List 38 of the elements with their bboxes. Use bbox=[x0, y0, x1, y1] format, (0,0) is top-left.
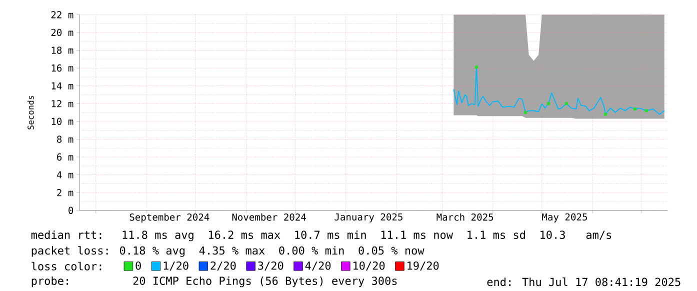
point bbox=[475, 66, 478, 69]
legend-title: loss color: bbox=[32, 262, 102, 271]
line-series bbox=[453, 66, 665, 115]
point bbox=[644, 109, 648, 112]
y-tick-label: 4 m bbox=[56, 171, 74, 178]
x-tick-label: January 2025 bbox=[334, 214, 402, 223]
y-tick-label: 22 m bbox=[51, 11, 74, 18]
point bbox=[564, 102, 568, 106]
y-tick-label: 0 bbox=[68, 206, 74, 214]
point bbox=[524, 111, 527, 114]
text: median rtt: 11.8 ms avg 16.2 ms max 10.7 ms min 11.1 ms now 1.1 ms sd 10.3 am/s bbox=[31, 230, 612, 242]
legend-label: 1/20 bbox=[164, 262, 188, 271]
legend-label: 3/20 bbox=[258, 262, 284, 271]
legend-label: 2/20 bbox=[210, 262, 236, 271]
point bbox=[604, 113, 608, 116]
legend-label: 10/20 bbox=[354, 262, 385, 271]
x-tick-label: September 2024 bbox=[130, 214, 210, 223]
y-tick-label: 14 m bbox=[52, 82, 74, 90]
legend-label: 0 bbox=[136, 262, 141, 270]
y-tick-label: 8 m bbox=[57, 136, 74, 144]
x-tick-label: May 2025 bbox=[542, 214, 587, 223]
x-tick-label: March 2025 bbox=[436, 214, 494, 221]
y-tick-label: 20 m bbox=[51, 29, 74, 36]
text: end: Thu Jul 17 08:41:19 2025 bbox=[487, 278, 680, 286]
legend-label: 19/20 bbox=[408, 262, 439, 271]
y-axis-title: Seconds bbox=[27, 96, 34, 130]
y-tick-label: 6 m bbox=[57, 154, 74, 161]
y-tick-label: 10 m bbox=[52, 118, 74, 126]
legend-label: 4/20 bbox=[305, 262, 331, 271]
text: packet loss: 0.18 % avg 4.35 % max 0.00 % min 0.05 % now bbox=[32, 246, 424, 258]
text: probe: 20 ICMP Echo Pings (56 Bytes) every 300s bbox=[32, 276, 397, 288]
y-tick-label: 16 m bbox=[52, 64, 74, 72]
x-tick-label: November 2024 bbox=[232, 214, 306, 221]
y-tick-label: 12 m bbox=[52, 100, 74, 108]
point bbox=[634, 108, 636, 111]
y-tick-label: 2 m bbox=[57, 189, 74, 196]
y-tick-label: 18 m bbox=[52, 46, 74, 54]
point bbox=[546, 102, 550, 106]
